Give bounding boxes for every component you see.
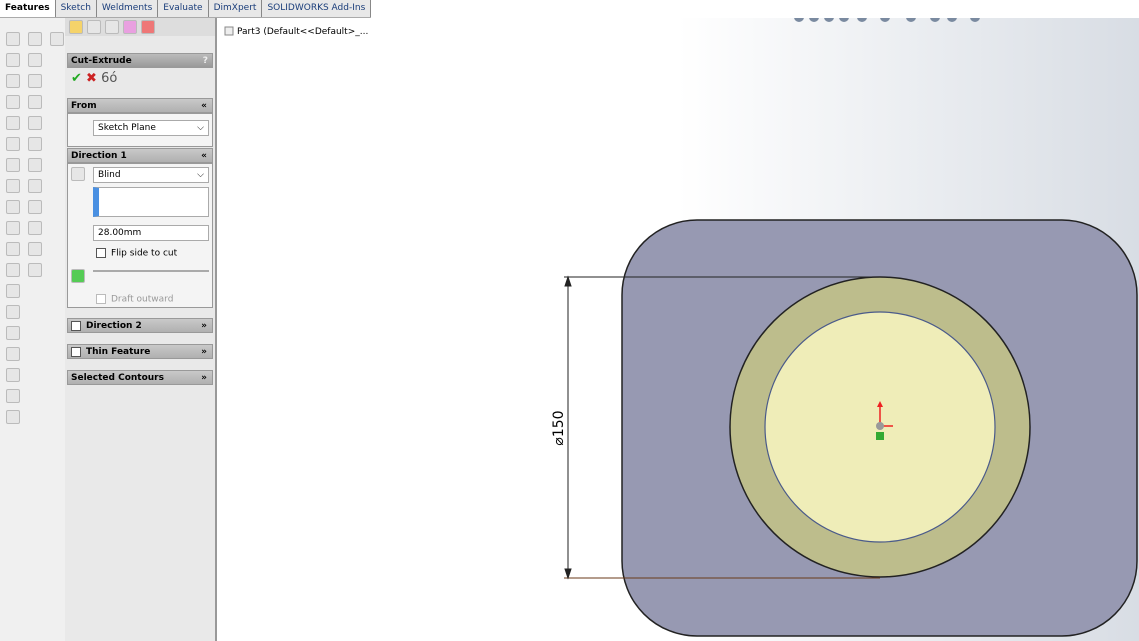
tool-icon[interactable] (6, 158, 20, 172)
tool-icon[interactable] (6, 179, 20, 193)
command-tab[interactable]: SOLIDWORKS Add-Ins (262, 0, 372, 17)
ok[interactable]: ✔ (71, 71, 82, 86)
tool-icon[interactable] (6, 242, 20, 256)
section-title: Selected Contours (71, 373, 164, 383)
origin (876, 401, 893, 440)
tool-icon[interactable] (6, 74, 20, 88)
command-tab[interactable]: Features (0, 0, 56, 17)
tool-icon[interactable] (28, 179, 42, 193)
tool-icon[interactable] (6, 305, 20, 319)
command-tabs: Features Sketch Weldments Evaluate DimXpert S… (0, 0, 372, 18)
tool-icon[interactable] (50, 32, 64, 46)
draft-checkbox: Draft outward (96, 294, 173, 305)
draft-icon[interactable] (71, 269, 85, 283)
property-manager: Cut-Extrude? ✔ ✖ 6ó From « Sketch Plane ⌵ … (65, 18, 217, 641)
tab-icon[interactable] (105, 20, 119, 34)
help[interactable]: ? (202, 56, 208, 66)
tool-icon[interactable] (28, 116, 42, 130)
viewport: Part3 (Default<<Default>_... ⌀150 (217, 18, 1139, 641)
section-title: Direction 1 (71, 151, 127, 161)
flip-checkbox[interactable]: Flip side to cut (96, 248, 177, 259)
tool-icon[interactable] (6, 137, 20, 151)
section-body: Blind ⌵ 28.00mm Flip side to cut Draft ou… (67, 163, 213, 308)
section-title: Thin Feature (86, 347, 151, 357)
title-text: Cut-Extrude (71, 56, 132, 66)
dimension-label[interactable]: ⌀150 (551, 410, 567, 445)
heads-up-toolbar (794, 18, 980, 22)
pm-title: Cut-Extrude? (67, 53, 213, 68)
tool-icon[interactable] (28, 158, 42, 172)
command-tab[interactable]: Sketch (56, 0, 97, 17)
direction-field[interactable] (93, 187, 209, 217)
tool-icon[interactable] (28, 137, 42, 151)
tool-icon[interactable] (6, 389, 20, 403)
tool-icon[interactable] (6, 263, 20, 277)
preview[interactable]: 6ó (101, 71, 118, 86)
tab-icon[interactable] (87, 20, 101, 34)
draft-field (93, 270, 209, 272)
depth-field[interactable]: 28.00mm (93, 225, 209, 241)
tool-icon[interactable] (6, 326, 20, 340)
dropdown[interactable]: Sketch Plane ⌵ (93, 120, 209, 136)
tool-icon[interactable] (6, 53, 20, 67)
tool-icon[interactable] (28, 32, 42, 46)
tool-icon[interactable] (28, 53, 42, 67)
command-tab[interactable]: DimXpert (209, 0, 263, 17)
tool-icon[interactable] (28, 95, 42, 109)
tree-root[interactable]: Part3 (Default<<Default>_... (237, 27, 368, 37)
checkbox-label: Draft outward (111, 294, 174, 305)
reverse-icon[interactable] (71, 167, 85, 181)
toolbar-strip (0, 18, 66, 641)
tool-icon[interactable] (28, 200, 42, 214)
tree-expander[interactable] (224, 26, 234, 36)
tool-icon[interactable] (28, 242, 42, 256)
tool-icon[interactable] (6, 95, 20, 109)
checkbox-label: Flip side to cut (111, 248, 178, 259)
dropdown-text: Blind (98, 170, 121, 180)
ok-cancel: ✔ ✖ 6ó (71, 71, 117, 86)
section-title: Direction 2 (86, 321, 142, 331)
tab-icon[interactable] (69, 20, 83, 34)
dropdown-text: Sketch Plane (98, 123, 156, 133)
tool-icon[interactable] (6, 410, 20, 424)
tool-icon[interactable] (6, 32, 20, 46)
section-title: From (71, 101, 97, 111)
section-header[interactable]: Selected Contours» (67, 370, 213, 385)
tab-icon[interactable] (123, 20, 137, 34)
pm-tabs (65, 18, 215, 36)
tool-icon[interactable] (28, 263, 42, 277)
depth-text: 28.00mm (98, 228, 142, 238)
command-tab[interactable]: Evaluate (158, 0, 209, 17)
dropdown[interactable]: Blind ⌵ (93, 167, 209, 183)
section-header[interactable]: From « (67, 98, 213, 113)
tool-icon[interactable] (28, 74, 42, 88)
section-body: Sketch Plane ⌵ (67, 113, 213, 147)
dimension (564, 275, 880, 580)
tab-icon[interactable] (141, 20, 155, 34)
tool-icon[interactable] (6, 200, 20, 214)
tool-icon[interactable] (6, 221, 20, 235)
command-tab[interactable]: Weldments (97, 0, 159, 17)
tool-icon[interactable] (6, 368, 20, 382)
tool-icon[interactable] (6, 284, 20, 298)
tool-icon[interactable] (28, 221, 42, 235)
cancel[interactable]: ✖ (86, 71, 97, 86)
section-header[interactable]: Thin Feature» (67, 344, 213, 359)
tool-icon[interactable] (6, 347, 20, 361)
tool-icon[interactable] (6, 116, 20, 130)
section-header[interactable]: Direction 1 « (67, 148, 213, 163)
section-header[interactable]: Direction 2» (67, 318, 213, 333)
